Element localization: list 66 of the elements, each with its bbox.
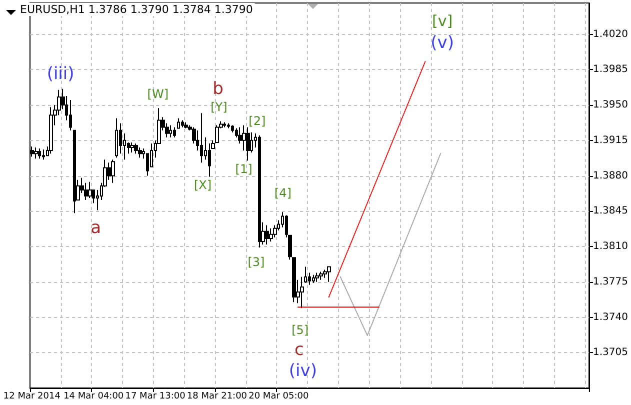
candlestick xyxy=(134,142,138,154)
candlestick xyxy=(246,126,250,162)
annotation: (iii) xyxy=(46,64,74,84)
annotation: [1] xyxy=(235,162,252,176)
candlestick xyxy=(34,147,38,160)
x-tick-label: 17 Mar 13:00 xyxy=(125,392,186,402)
candlestick xyxy=(258,134,261,248)
candlestick xyxy=(184,122,188,129)
candlestick xyxy=(269,228,273,242)
y-tick-label: 1.3705 xyxy=(593,347,628,358)
candlestick xyxy=(88,181,92,199)
annotation: [3] xyxy=(248,255,265,269)
candlestick xyxy=(327,266,331,282)
candlestick xyxy=(173,126,176,138)
annotation: (v) xyxy=(430,33,454,53)
annotation: [4] xyxy=(274,186,292,200)
x-tick-label: 14 Mar 04:00 xyxy=(64,392,124,402)
candlestick xyxy=(177,118,180,129)
annotation: [5] xyxy=(292,323,309,337)
y-tick-label: 1.3880 xyxy=(593,170,628,182)
candlestick xyxy=(42,149,45,160)
candlestick xyxy=(181,120,184,128)
y-tick-label: 1.4020 xyxy=(593,28,628,40)
candlestick xyxy=(169,124,172,138)
annotation: b xyxy=(212,79,224,99)
candlestick xyxy=(215,124,219,143)
y-tick-label: 1.3845 xyxy=(593,206,628,217)
annotation: [W] xyxy=(147,87,169,101)
x-tick-label: 20 Mar 05:00 xyxy=(248,392,309,402)
x-tick-label: 18 Mar 21:00 xyxy=(186,392,248,402)
x-tick-label: 12 Mar 2014 xyxy=(3,392,61,402)
candlestick xyxy=(111,159,115,184)
candlestick xyxy=(304,266,307,284)
y-tick-label: 1.3810 xyxy=(593,241,628,252)
annotation: [v] xyxy=(432,12,453,30)
candlestick xyxy=(315,272,319,282)
annotation: (iv) xyxy=(288,361,317,381)
candlestick xyxy=(292,257,296,303)
candlestick xyxy=(223,122,226,128)
candlestick xyxy=(300,276,304,309)
annotation: c xyxy=(294,340,304,360)
y-tick-label: 1.3775 xyxy=(593,276,628,288)
y-tick-label: 1.3985 xyxy=(593,64,628,76)
y-tick-label: 1.3915 xyxy=(593,134,628,146)
candlestick xyxy=(312,274,315,284)
annotation: [X] xyxy=(194,178,212,192)
y-tick-label: 1.3740 xyxy=(593,312,628,323)
chart-title: EURUSD,H1 1.3786 1.3790 1.3784 1.3790 xyxy=(20,3,253,16)
candlestick xyxy=(73,130,76,214)
candlestick xyxy=(130,142,134,154)
candlestick xyxy=(115,118,118,158)
candlestick xyxy=(323,269,327,278)
candlestick xyxy=(69,100,72,131)
candlestick xyxy=(227,122,230,129)
candlestick xyxy=(319,271,323,280)
candlestick xyxy=(273,224,277,238)
candlestick xyxy=(84,182,88,201)
candlestick xyxy=(265,224,269,246)
y-tick-label: 1.3950 xyxy=(593,100,628,111)
candlestick xyxy=(38,148,41,160)
candlestick xyxy=(200,112,203,164)
candlestick xyxy=(138,147,142,158)
annotation: [2] xyxy=(248,114,266,128)
candlestick xyxy=(49,106,53,154)
annotation: [Y] xyxy=(210,100,228,114)
annotation: a xyxy=(90,218,102,238)
